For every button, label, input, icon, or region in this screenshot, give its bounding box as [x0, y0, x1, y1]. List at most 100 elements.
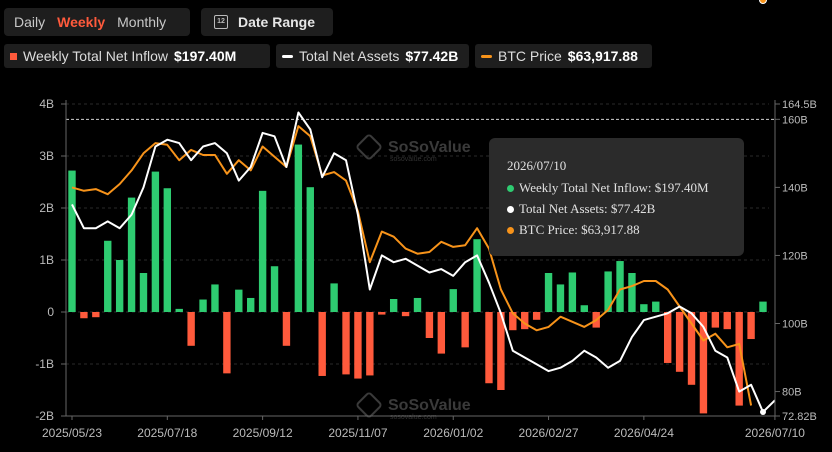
x-tick-label: 2025/11/07 — [328, 426, 387, 440]
inflow-bar — [163, 188, 172, 312]
y-left-tick-label: 0 — [47, 305, 54, 319]
inflow-bar — [616, 261, 624, 312]
inflow-bar — [401, 312, 410, 317]
x-tick-label: 2025/09/12 — [233, 426, 293, 440]
interval-tabs: Daily Weekly Monthly — [4, 8, 190, 36]
inflow-bar — [294, 144, 303, 312]
inflow-bar — [735, 312, 743, 406]
inflow-bar — [80, 312, 88, 319]
date-range-label: Date Range — [238, 14, 316, 30]
inflow-bar — [175, 308, 183, 312]
y-left-tick-label: 2B — [39, 201, 54, 215]
legend-assets-label: Total Net Assets — [299, 48, 400, 64]
inflow-bar — [211, 284, 219, 312]
inflow-bar — [628, 273, 636, 312]
inflow-bar — [473, 239, 481, 312]
inflow-bar — [759, 301, 767, 312]
inflow-bar — [258, 190, 267, 312]
inflow-bar — [366, 312, 374, 376]
legend-btc-swatch — [481, 54, 492, 58]
inflow-bar — [330, 283, 338, 312]
y-left-tick-label: 3B — [39, 149, 54, 163]
inflow-bar — [556, 284, 565, 312]
inflow-bar — [449, 289, 457, 312]
inflow-bar — [104, 240, 112, 312]
inflow-bar — [115, 260, 124, 312]
y-right-tick-label: 80B — [782, 387, 802, 399]
inflow-bar — [652, 301, 660, 312]
inflow-bar — [640, 304, 648, 312]
legend-net-assets[interactable]: Total Net Assets $77.42B — [276, 44, 469, 68]
inflow-bar — [711, 312, 720, 328]
tab-monthly[interactable]: Monthly — [117, 14, 167, 30]
watermark-subtext: sosovalue.com — [390, 156, 437, 163]
watermark-text: SoSoValue — [388, 139, 471, 156]
inflow-bar — [223, 312, 231, 374]
watermark-logo-icon — [356, 134, 382, 160]
inflow-bar — [306, 187, 314, 312]
tooltip-row-inflow: Weekly Total Net Inflow: $197.40M — [507, 180, 709, 196]
y-right-tick-label: 100B — [782, 319, 808, 331]
y-left-tick-label: 4B — [39, 97, 54, 111]
legend-assets-swatch — [282, 54, 293, 58]
y-right-tick-label: 72.82B — [782, 411, 817, 423]
date-range-button[interactable]: 12 Date Range — [201, 8, 333, 36]
inflow-bar — [187, 312, 195, 346]
x-tick-label: 2026/07/10 — [745, 426, 805, 440]
watermark-subtext: sosovalue.com — [390, 414, 437, 421]
legend-net-inflow[interactable]: Weekly Total Net Inflow $197.40M — [4, 44, 270, 68]
inflow-bar — [675, 312, 684, 372]
inflow-bar — [354, 312, 362, 379]
tooltip-row-btc: BTC Price: $63,917.88 — [507, 222, 640, 238]
legend-inflow-label: Weekly Total Net Inflow — [23, 48, 168, 64]
legend-inflow-swatch — [10, 52, 17, 60]
legend-btc-price[interactable]: BTC Price $63,917.88 — [475, 44, 652, 68]
y-right-tick-label: 120B — [782, 250, 808, 262]
y-right-tick-label: 140B — [782, 182, 808, 194]
inflow-bar — [437, 312, 446, 354]
inflow-bar — [282, 312, 291, 346]
inflow-bar — [139, 273, 148, 312]
y-left-tick-label: 1B — [39, 253, 54, 267]
legend-btc-label: BTC Price — [498, 48, 562, 64]
tab-weekly[interactable]: Weekly — [57, 14, 106, 30]
legend-assets-value: $77.42B — [405, 48, 459, 64]
calendar-icon: 12 — [214, 15, 228, 29]
legend-btc-value: $63,917.88 — [567, 48, 638, 64]
tooltip-date: 2026/07/10 — [507, 158, 567, 173]
y-left-tick-label: -2B — [35, 409, 54, 423]
inflow-bar — [151, 171, 160, 312]
inflow-bar — [544, 273, 553, 312]
btc-price-line — [71, 125, 753, 406]
inflow-bar — [723, 312, 731, 330]
inflow-bar — [699, 312, 708, 414]
inflow-bar — [580, 305, 588, 312]
inflow-bar — [485, 312, 493, 384]
inflow-bar — [270, 266, 279, 312]
inflow-bar — [747, 312, 755, 340]
y-left-tick-label: -1B — [35, 357, 54, 371]
inflow-bar — [235, 289, 243, 312]
inflow-bar — [568, 272, 577, 312]
inflow-bar — [389, 299, 398, 312]
inflow-bar — [509, 312, 517, 331]
x-tick-label: 2025/05/23 — [42, 426, 102, 440]
inflow-bar — [521, 312, 529, 330]
inflow-bar — [68, 170, 76, 312]
x-tick-label: 2026/04/24 — [614, 426, 674, 440]
x-tick-label: 2025/07/18 — [137, 426, 197, 440]
x-tick-label: 2026/02/27 — [519, 426, 579, 440]
inflow-bar — [127, 197, 136, 312]
y-right-tick-label: 160B — [782, 114, 808, 126]
inflow-bar — [532, 312, 541, 320]
inflow-bar — [663, 312, 672, 363]
legend-inflow-value: $197.40M — [174, 48, 237, 64]
inflow-bar — [342, 312, 350, 375]
inflow-bar — [378, 312, 386, 315]
inflow-bar — [413, 297, 422, 312]
tab-daily[interactable]: Daily — [14, 14, 46, 30]
btc-price-point — [759, 0, 767, 4]
inflow-bar — [92, 312, 100, 318]
inflow-bar — [318, 312, 326, 376]
